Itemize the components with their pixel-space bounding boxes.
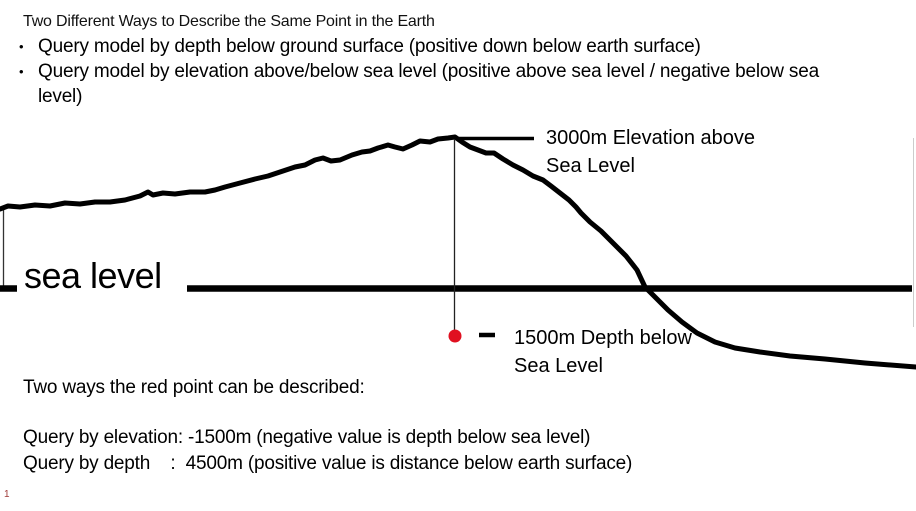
point-depth-annotation: 1500m Depth below Sea Level bbox=[514, 324, 692, 380]
bullet-text-depth: Query model by depth below ground surfac… bbox=[38, 36, 701, 57]
point-annotation-line2: Sea Level bbox=[514, 355, 603, 377]
bullet-marker: • bbox=[19, 39, 24, 54]
peak-annotation-line1: 3000m Elevation above bbox=[546, 127, 756, 149]
sea-level-label: sea level bbox=[24, 255, 162, 296]
terrain-profile-line bbox=[0, 134, 916, 370]
bullet-item-elevation: • Query model by elevation above/below s… bbox=[19, 59, 879, 109]
point-annotation-line1: 1500m Depth below bbox=[514, 327, 692, 349]
query-by-elevation-text: Query by elevation: -1500m (negative val… bbox=[23, 427, 591, 448]
red-point bbox=[448, 329, 462, 343]
peak-elevation-annotation: 3000m Elevation above Sea Level bbox=[546, 124, 755, 180]
bullet-text-elevation: Query model by elevation above/below sea… bbox=[38, 61, 819, 107]
notes-intro: Two ways the red point can be described: bbox=[23, 377, 365, 398]
bullet-marker: • bbox=[19, 64, 24, 79]
bullet-list: • Query model by depth below ground surf… bbox=[19, 34, 879, 109]
peak-annotation-line2: Sea Level bbox=[546, 155, 635, 177]
query-by-depth-text: Query by depth : 4500m (positive value i… bbox=[23, 453, 633, 474]
bullet-item-depth: • Query model by depth below ground surf… bbox=[19, 34, 879, 59]
slide-page-number: 1 bbox=[4, 489, 10, 500]
slide-title: Two Different Ways to Describe the Same … bbox=[23, 13, 435, 30]
